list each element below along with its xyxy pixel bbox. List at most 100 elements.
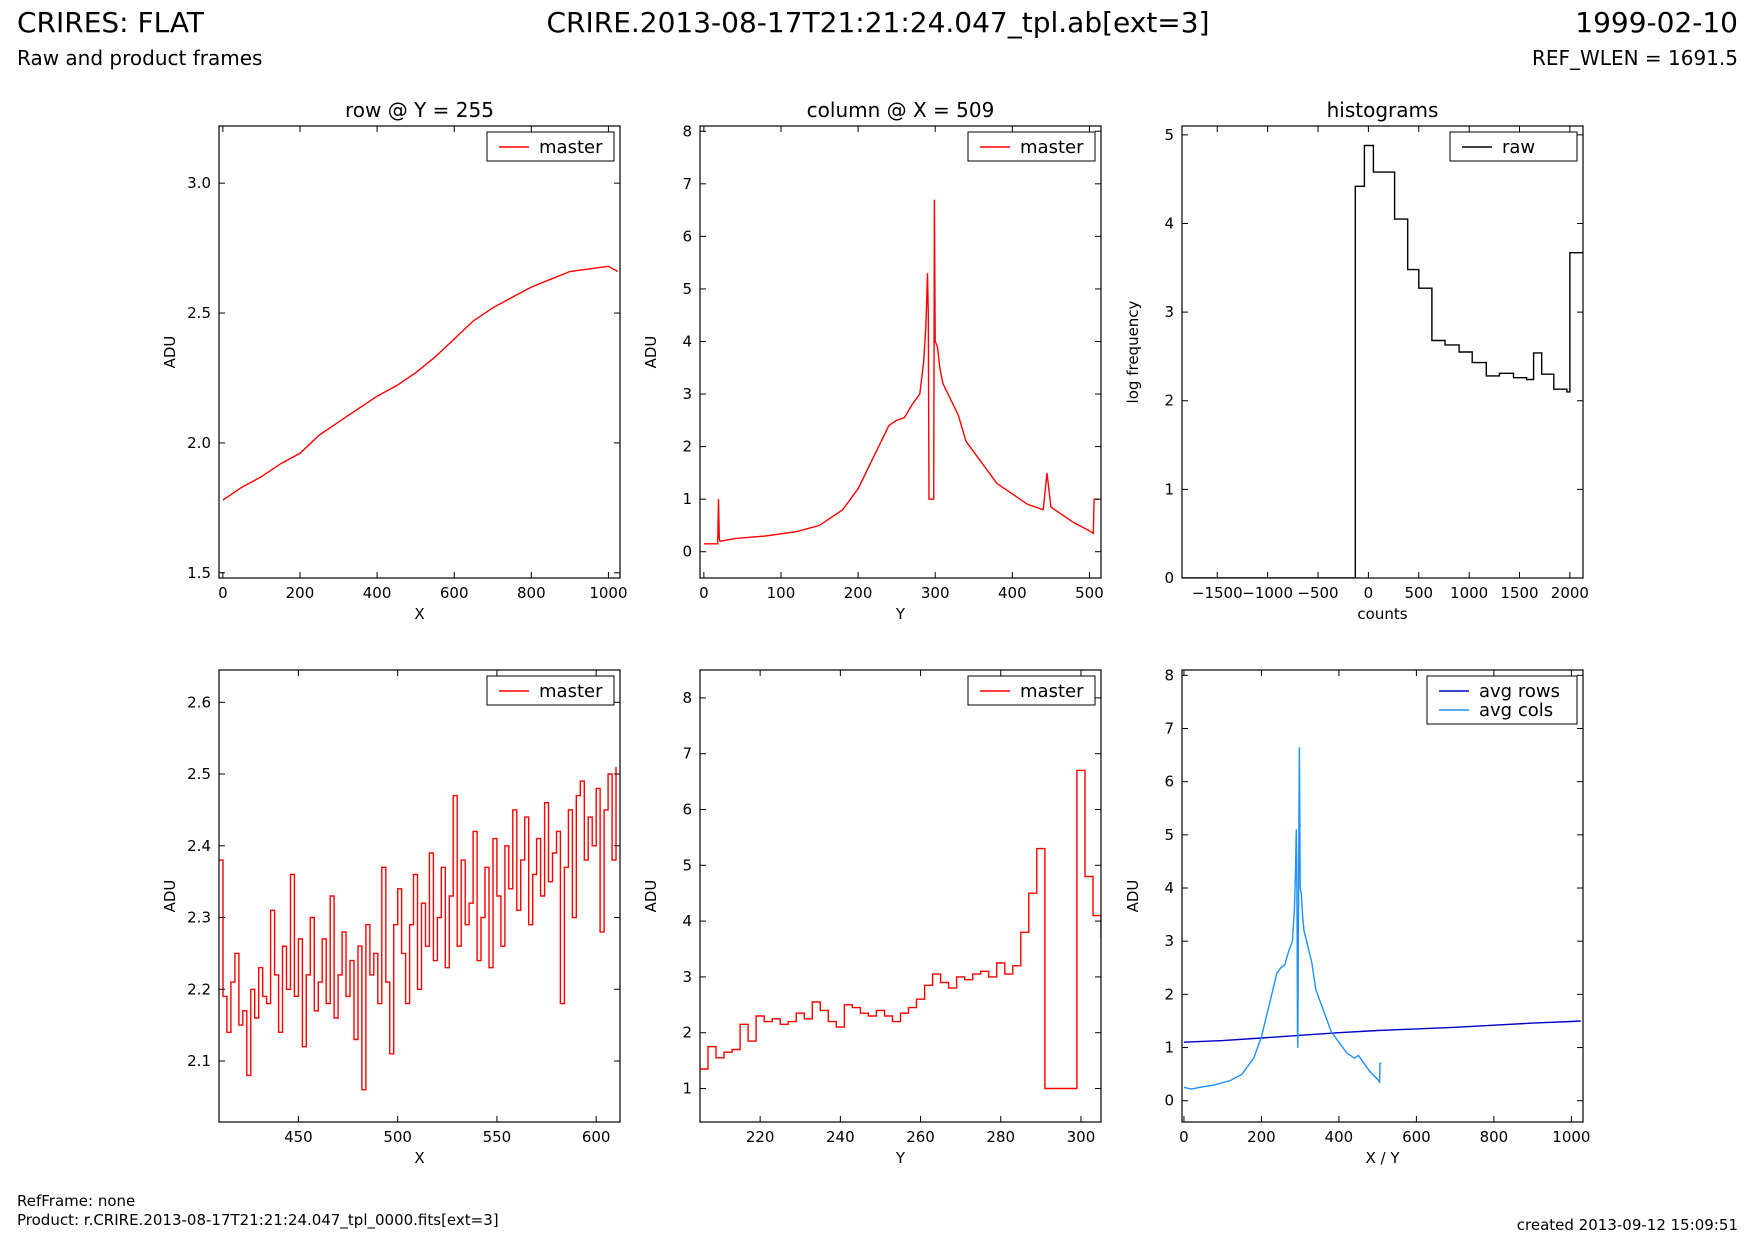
- legend-box: [1426, 675, 1578, 725]
- x-tick-label: 500: [1075, 584, 1104, 602]
- y-tick-label: 2.2: [187, 980, 211, 998]
- x-tick-label: 400: [363, 584, 392, 602]
- y-tick-label: 5: [1164, 126, 1174, 144]
- y-tick-label: 6: [682, 801, 692, 819]
- y-tick-label: 7: [682, 175, 692, 193]
- x-axis-label: X / Y: [1365, 1149, 1400, 1167]
- x-tick-label: 100: [767, 584, 796, 602]
- legend-entry: avg rows: [1479, 681, 1560, 702]
- y-tick-label: 1: [682, 490, 692, 508]
- legend: master: [967, 675, 1096, 706]
- y-tick-label: 5: [682, 856, 692, 874]
- x-axis-label: Y: [895, 605, 906, 623]
- y-axis-label: ADU: [161, 880, 179, 913]
- chart-col-full: 0 100 200 300 400 500 0 1 2 3 4 5 6 7 8 Y ADU column @ X …: [642, 98, 1104, 623]
- x-tick-label: 600: [440, 584, 469, 602]
- plot-frame: [699, 125, 1102, 579]
- x-tick-label: −1000: [1242, 584, 1293, 602]
- ref-wlen-label: REF_WLEN = 1691.5: [1531, 46, 1738, 70]
- y-tick-label: 1.5: [187, 564, 211, 582]
- x-tick-label: −1500: [1192, 584, 1243, 602]
- y-tick-label: 2.1: [187, 1052, 211, 1070]
- y-tick-label: 2.6: [187, 693, 211, 711]
- y-axis-label: ADU: [161, 336, 179, 369]
- y-tick-label: 2.5: [187, 765, 211, 783]
- y-tick-label: 4: [682, 332, 692, 350]
- legend: master: [486, 131, 615, 162]
- product-label: Product: r.CRIRE.2013-08-17T21:21:24.047…: [17, 1211, 499, 1229]
- plot-frame: [1181, 125, 1584, 579]
- y-axis-label: ADU: [642, 336, 660, 369]
- y-tick-label: 1: [1164, 480, 1174, 498]
- y-tick-label: 6: [682, 227, 692, 245]
- series-line-master: [222, 265, 619, 501]
- chart-title: row @ Y = 255: [345, 98, 494, 122]
- legend: master: [486, 675, 615, 706]
- y-tick-label: 8: [1164, 666, 1174, 684]
- y-tick-label: 0: [682, 543, 692, 561]
- y-tick-label: 1: [1164, 1039, 1174, 1057]
- series-line-raw: [1182, 144, 1583, 578]
- x-tick-label: 200: [286, 584, 315, 602]
- y-axis-label: ADU: [642, 880, 660, 913]
- chart-histogram: −1500 −1000 −500 0 500 1000 1500 2000 0 1 2 3 4 5 coun…: [1124, 98, 1589, 623]
- legend: raw: [1449, 131, 1578, 162]
- series-line-avg-cols: [1183, 747, 1382, 1090]
- y-tick-label: 0: [1164, 569, 1174, 587]
- y-tick-label: 2.4: [187, 837, 211, 855]
- x-tick-label: 1000: [1450, 584, 1488, 602]
- plot-frame: [218, 125, 621, 579]
- chart-title: column @ X = 509: [807, 98, 995, 122]
- chart-averages: 0 200 400 600 800 1000 0 1 2 3 4 5 6 7 8 X / Y ADU avg ro…: [1124, 666, 1590, 1167]
- figure-title: CRIRES: FLAT: [17, 6, 204, 39]
- x-tick-label: 1000: [589, 584, 627, 602]
- y-tick-label: 7: [1164, 719, 1174, 737]
- legend: master: [967, 131, 1096, 162]
- x-tick-label: 400: [1325, 1128, 1354, 1146]
- x-tick-label: 800: [517, 584, 546, 602]
- series-line-master: [219, 766, 617, 1091]
- x-tick-label: 550: [483, 1128, 512, 1146]
- x-tick-label: 400: [998, 584, 1027, 602]
- y-tick-label: 3: [1164, 303, 1174, 321]
- x-tick-label: 500: [383, 1128, 412, 1146]
- series-line-avg-rows: [1183, 1020, 1581, 1043]
- x-tick-label: 600: [1402, 1128, 1431, 1146]
- y-tick-label: 2: [682, 438, 692, 456]
- y-tick-label: 2: [1164, 985, 1174, 1003]
- x-tick-label: 220: [746, 1128, 775, 1146]
- y-tick-label: 3: [682, 968, 692, 986]
- x-tick-label: 300: [921, 584, 950, 602]
- file-title: CRIRE.2013-08-17T21:21:24.047_tpl.ab[ext…: [546, 6, 1210, 39]
- plot-frame: [699, 669, 1102, 1123]
- y-tick-label: 8: [682, 122, 692, 140]
- legend-entry: avg cols: [1479, 700, 1553, 721]
- x-tick-label: 200: [1247, 1128, 1276, 1146]
- x-axis-label: X: [414, 605, 424, 623]
- legend-entry: master: [539, 137, 603, 158]
- chart-title: histograms: [1327, 98, 1439, 122]
- x-tick-label: 2000: [1551, 584, 1589, 602]
- y-tick-label: 2: [682, 1024, 692, 1042]
- refframe-label: RefFrame: none: [17, 1192, 136, 1210]
- x-tick-label: 450: [284, 1128, 313, 1146]
- x-tick-label: 1500: [1500, 584, 1538, 602]
- x-tick-label: 240: [826, 1128, 855, 1146]
- x-tick-label: 280: [986, 1128, 1015, 1146]
- legend-entry: master: [1020, 681, 1084, 702]
- x-tick-label: 600: [582, 1128, 611, 1146]
- legend-entry: raw: [1502, 137, 1535, 158]
- y-tick-label: 4: [1164, 879, 1174, 897]
- x-tick-label: 500: [1404, 584, 1433, 602]
- figure-subtitle: Raw and product frames: [17, 46, 263, 70]
- y-tick-label: 2.0: [187, 434, 211, 452]
- y-tick-label: 3.0: [187, 174, 211, 192]
- date-label: 1999-02-10: [1575, 6, 1738, 39]
- plot-frame: [218, 669, 621, 1123]
- x-tick-label: 0: [699, 584, 709, 602]
- x-tick-label: 800: [1480, 1128, 1509, 1146]
- y-tick-label: 2: [1164, 392, 1174, 410]
- created-label: created 2013-09-12 15:09:51: [1516, 1216, 1738, 1234]
